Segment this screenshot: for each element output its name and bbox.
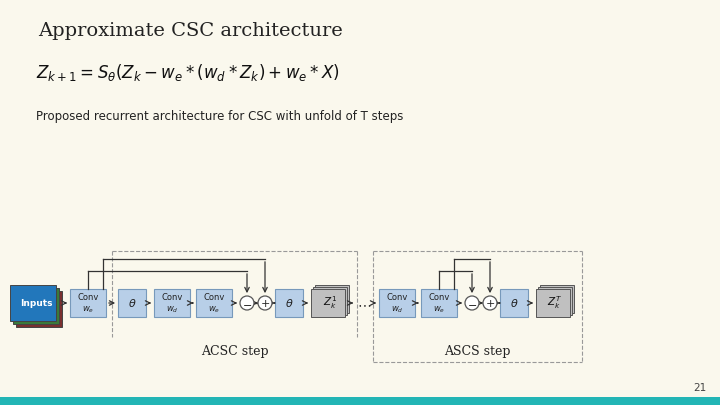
Text: $w_e$: $w_e$ [433, 305, 445, 315]
Text: ASCS step: ASCS step [444, 345, 510, 358]
FancyBboxPatch shape [538, 287, 572, 315]
Text: $Z_k^1$: $Z_k^1$ [323, 294, 337, 311]
Text: Proposed recurrent architecture for CSC with unfold of T steps: Proposed recurrent architecture for CSC … [36, 110, 403, 123]
FancyBboxPatch shape [275, 289, 303, 317]
FancyBboxPatch shape [536, 289, 570, 317]
FancyBboxPatch shape [315, 285, 349, 313]
Text: ACSC step: ACSC step [201, 345, 269, 358]
Circle shape [240, 296, 254, 310]
FancyBboxPatch shape [10, 285, 56, 321]
FancyBboxPatch shape [311, 289, 345, 317]
FancyBboxPatch shape [70, 289, 106, 317]
Text: Inputs: Inputs [19, 298, 53, 307]
Text: $w_e$: $w_e$ [208, 305, 220, 315]
FancyBboxPatch shape [13, 288, 59, 324]
Text: 21: 21 [693, 383, 706, 393]
Text: Approximate CSC architecture: Approximate CSC architecture [38, 22, 343, 40]
Text: $Z_k^T$: $Z_k^T$ [547, 294, 562, 311]
Text: $-$: $-$ [242, 298, 252, 309]
FancyBboxPatch shape [313, 287, 347, 315]
Text: $w_e$: $w_e$ [82, 305, 94, 315]
Circle shape [258, 296, 272, 310]
FancyBboxPatch shape [421, 289, 457, 317]
FancyBboxPatch shape [154, 289, 190, 317]
Text: $Z_{k+1} = S_{\theta}(Z_k - w_e*(w_d*Z_k) + w_e*X)$: $Z_{k+1} = S_{\theta}(Z_k - w_e*(w_d*Z_k… [36, 62, 340, 83]
Text: $\theta$: $\theta$ [510, 297, 518, 309]
Text: $+$: $+$ [260, 298, 270, 309]
Text: $\theta$: $\theta$ [284, 297, 293, 309]
FancyBboxPatch shape [118, 289, 146, 317]
Text: Conv: Conv [203, 294, 225, 303]
Circle shape [483, 296, 497, 310]
FancyBboxPatch shape [196, 289, 232, 317]
FancyBboxPatch shape [379, 289, 415, 317]
Text: $\theta$: $\theta$ [127, 297, 136, 309]
FancyBboxPatch shape [16, 291, 62, 327]
Text: $w_d$: $w_d$ [391, 305, 403, 315]
FancyBboxPatch shape [500, 289, 528, 317]
Text: $w_d$: $w_d$ [166, 305, 179, 315]
FancyBboxPatch shape [540, 285, 574, 313]
Text: $+$: $+$ [485, 298, 495, 309]
Text: Conv: Conv [161, 294, 183, 303]
Circle shape [465, 296, 479, 310]
Text: Conv: Conv [77, 294, 99, 303]
Bar [0, 397, 720, 405]
Text: Conv: Conv [428, 294, 450, 303]
Text: $\cdots$: $\cdots$ [357, 297, 372, 311]
Text: $-$: $-$ [467, 298, 477, 309]
Text: Conv: Conv [387, 294, 408, 303]
